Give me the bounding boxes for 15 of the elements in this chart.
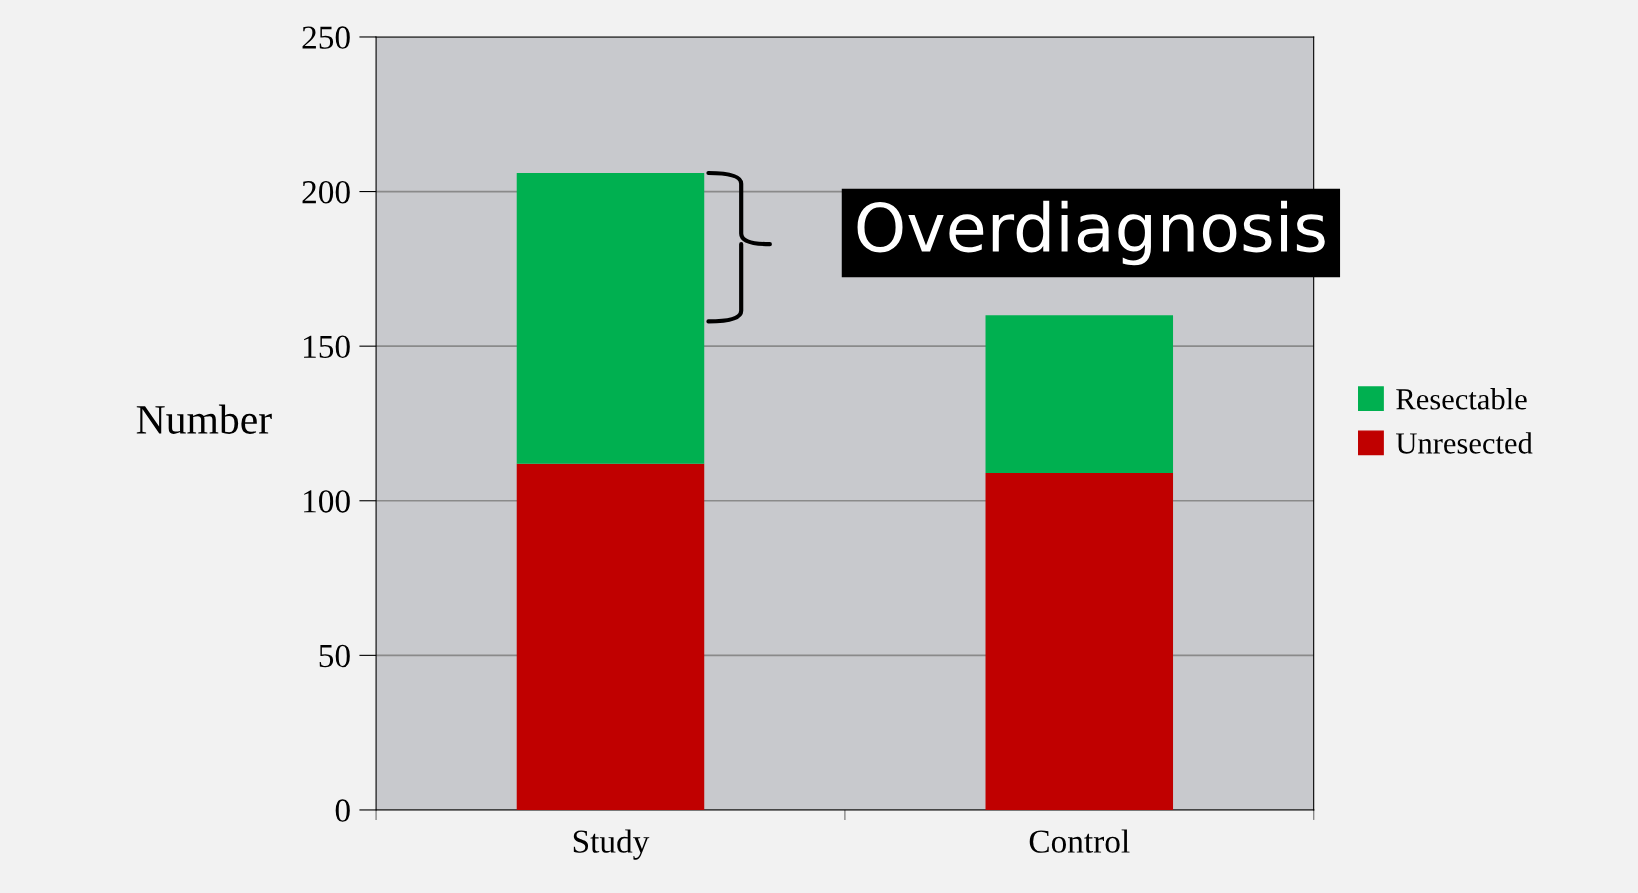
y-tick-label: 200 bbox=[302, 180, 350, 204]
annotation: Overdiagnosis bbox=[857, 200, 1325, 266]
y-tick-label: 250 bbox=[302, 26, 350, 49]
bar bbox=[985, 472, 1174, 810]
bar bbox=[516, 463, 705, 810]
x-tick-label: Study bbox=[573, 829, 650, 860]
y-tick-label: 0 bbox=[335, 799, 350, 822]
y-axis-title: Number bbox=[136, 404, 272, 434]
y-tick-label: 100 bbox=[304, 490, 350, 513]
legend-label: Resectable bbox=[1396, 388, 1527, 410]
y-tick-label: 50 bbox=[319, 644, 350, 668]
y-tick-label: 150 bbox=[304, 335, 350, 359]
x-tick-label: Control bbox=[1029, 829, 1130, 853]
legend-label: Unresected bbox=[1396, 432, 1533, 454]
bar bbox=[985, 315, 1174, 473]
